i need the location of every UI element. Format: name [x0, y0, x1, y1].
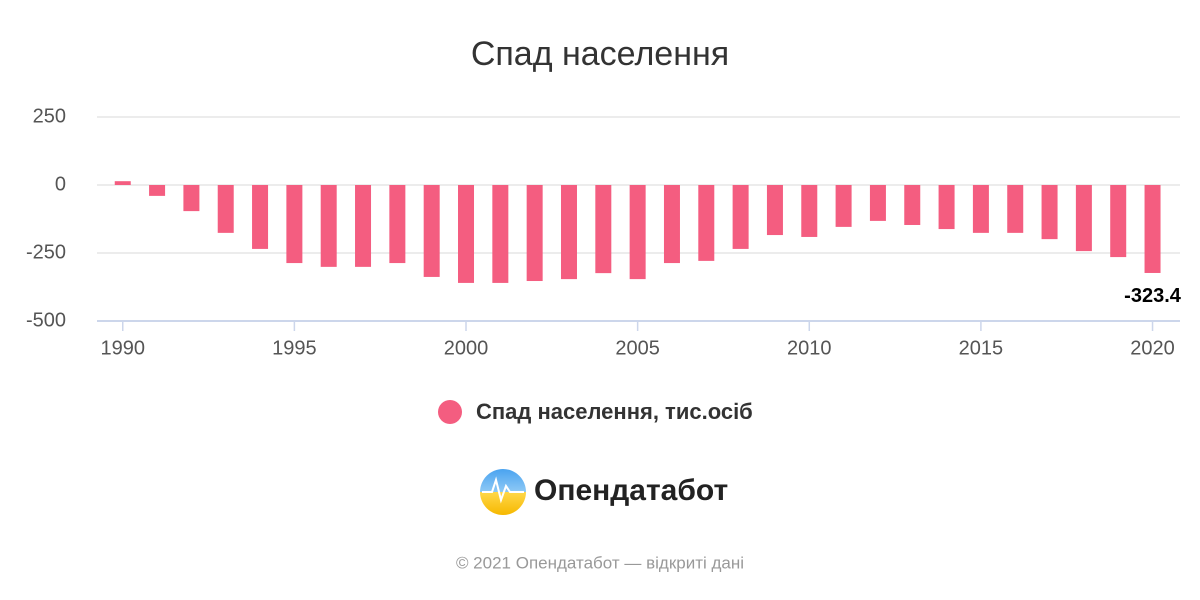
- y-tick-label: -500: [26, 309, 66, 331]
- bar: [938, 185, 955, 230]
- bar: [1007, 185, 1024, 233]
- bar: [595, 185, 612, 274]
- bar: [252, 185, 269, 249]
- x-tick-label: 2010: [787, 337, 832, 359]
- bar: [492, 185, 509, 283]
- logo-pulse: [482, 476, 524, 504]
- bar: [183, 185, 200, 212]
- bar: [286, 185, 303, 264]
- bar: [149, 185, 166, 196]
- data-label: -323.4: [1124, 285, 1182, 307]
- x-tick-label: 1995: [272, 337, 317, 359]
- bar: [869, 185, 886, 221]
- bar: [972, 185, 989, 233]
- footer: © 2021 Опендатабот — відкриті дані: [456, 553, 744, 572]
- bar: [766, 185, 783, 236]
- bar: [1110, 185, 1127, 258]
- logo-text: Опендатабот: [534, 474, 728, 507]
- y-tick-label: 0: [55, 173, 66, 195]
- x-tick-label: 2005: [615, 337, 660, 359]
- bar: [389, 185, 406, 264]
- bar: [217, 185, 234, 233]
- x-tick-label: 2015: [959, 337, 1004, 359]
- bar: [560, 185, 577, 280]
- logo: Опендатабот: [480, 469, 728, 515]
- bar: [1075, 185, 1092, 252]
- bar: [320, 185, 337, 267]
- legend-label: Спад населення, тис.осіб: [476, 399, 753, 424]
- bar: [663, 185, 680, 264]
- bar: [732, 185, 749, 249]
- bar: [1144, 185, 1161, 273]
- bar: [1041, 185, 1058, 240]
- bar: [458, 185, 475, 283]
- chart-title: Спад населення: [471, 35, 729, 73]
- bar: [801, 185, 818, 237]
- legend-marker: [438, 400, 462, 424]
- bar: [355, 185, 372, 267]
- x-tick-label: 2020: [1130, 337, 1175, 359]
- bar: [904, 185, 921, 225]
- bar: [698, 185, 715, 261]
- bar: [423, 185, 440, 277]
- x-tick-label: 1990: [100, 337, 145, 359]
- x-tick-label: 2000: [444, 337, 489, 359]
- y-tick-label: -250: [26, 241, 66, 263]
- bar: [526, 185, 543, 282]
- bar: [835, 185, 852, 227]
- bar: [114, 181, 131, 185]
- y-tick-label: 250: [33, 105, 66, 127]
- bar: [629, 185, 646, 280]
